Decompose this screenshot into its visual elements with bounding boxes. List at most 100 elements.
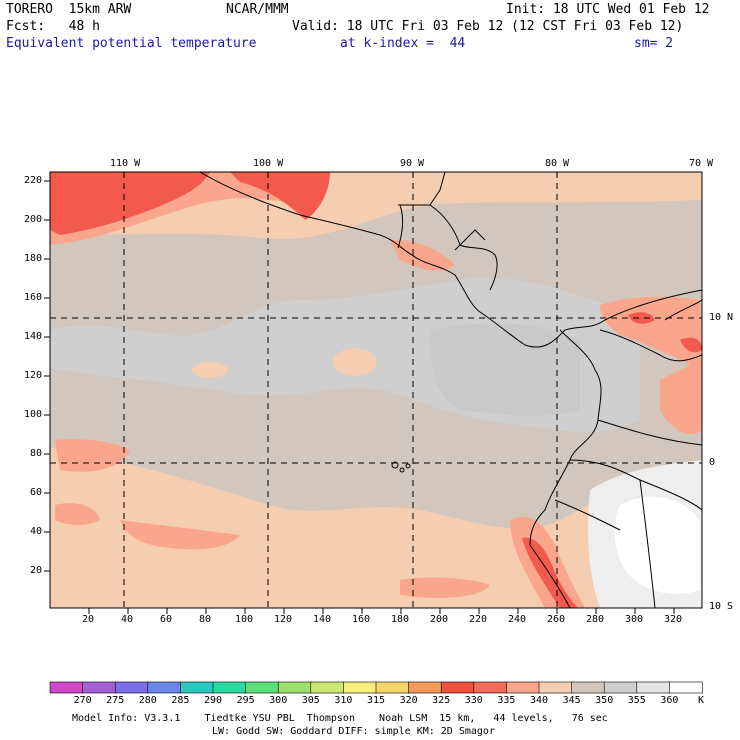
y-tick: 80 [30, 448, 43, 459]
y-tick: 200 [24, 214, 43, 225]
colorbar-label: 340 [529, 695, 549, 706]
x-tick: 220 [469, 614, 488, 625]
field-red-coast [522, 537, 578, 608]
lat-label: 10 N [709, 312, 734, 323]
colorbar-swatch [212, 681, 247, 694]
lon-label: 70 W [689, 158, 714, 169]
colorbar-swatch [245, 681, 280, 694]
colorbar-label: 320 [399, 695, 418, 706]
smoothing-label: sm= 2 [634, 36, 674, 51]
x-tick: 200 [430, 614, 449, 625]
valid-time: Valid: 18 UTC Fri 03 Feb 12 (12 CST Fri … [292, 19, 684, 34]
colorbar-swatch [49, 681, 84, 694]
colorbar-label: 275 [106, 695, 125, 706]
y-tick: 160 [24, 292, 43, 303]
field-salmon-cam [390, 240, 455, 271]
colorbar-label: 310 [334, 695, 353, 706]
field-tan-pocket [192, 362, 228, 378]
colorbar-swatch [603, 681, 638, 694]
colorbar-swatch [440, 681, 475, 694]
colorbar-label: 280 [138, 695, 157, 706]
colorbar-label: 300 [269, 695, 288, 706]
colorbar-label: 315 [366, 695, 386, 706]
model-title: TORERO 15km ARW [6, 2, 132, 17]
forecast-hour: Fcst: 48 h [6, 19, 100, 34]
x-tick: 100 [235, 614, 254, 625]
colorbar-swatch [669, 681, 703, 694]
colorbar-label: 355 [627, 695, 646, 706]
colorbar-swatch [82, 681, 116, 694]
physics-info: LW: Godd SW: Goddard DIFF: simple KM: 2D… [212, 726, 495, 737]
model-info: Model Info: V3.3.1 Tiedtke YSU PBL Thomp… [72, 713, 608, 724]
colorbar-label: 290 [203, 695, 223, 706]
field-salmon-s2 [400, 577, 490, 598]
field-salmon-s [120, 520, 240, 550]
axis-ticks [44, 180, 675, 614]
field-salmon-east [660, 360, 702, 434]
x-tick: 120 [274, 614, 293, 625]
field-red-nw2 [230, 172, 330, 220]
colorbar-swatch [114, 681, 149, 694]
x-tick: 20 [82, 614, 95, 625]
colorbar-swatch [277, 681, 312, 694]
colorbar-label: 335 [497, 695, 516, 706]
lon-label: 100 W [253, 158, 284, 169]
field-tan-pocket [333, 348, 377, 376]
x-tick: 280 [586, 614, 605, 625]
y-tick: 20 [30, 565, 43, 576]
init-time: Init: 18 UTC Wed 01 Feb 12 [506, 2, 710, 17]
colorbar-swatch [310, 681, 345, 694]
x-tick: 180 [391, 614, 410, 625]
colorbar-swatch [408, 681, 443, 694]
colorbar-label: 360 [660, 695, 679, 706]
x-tick: 240 [508, 614, 527, 625]
x-tick: 40 [121, 614, 134, 625]
lat-label: 0 [709, 457, 716, 468]
colorbar-swatch [180, 681, 214, 694]
x-tick: 140 [313, 614, 332, 625]
x-tick: 160 [352, 614, 371, 625]
x-tick: 300 [625, 614, 644, 625]
x-tick: 60 [160, 614, 173, 625]
colorbar-swatch [538, 681, 573, 694]
graticule [50, 172, 702, 608]
x-tick: 80 [199, 614, 212, 625]
colorbar-label: 295 [236, 695, 255, 706]
field-salmon-sw [55, 439, 130, 472]
y-tick: 220 [24, 175, 43, 186]
y-tick: 120 [24, 370, 43, 381]
lon-label: 110 W [110, 158, 141, 169]
colorbar-label: 345 [562, 695, 581, 706]
colorbar-swatch [636, 681, 671, 694]
y-tick: 40 [30, 526, 43, 537]
x-tick: 320 [664, 614, 683, 625]
y-tick: 140 [24, 331, 43, 342]
colorbar-label: 325 [432, 695, 451, 706]
colorbar-unit: K [698, 695, 705, 706]
lon-label: 90 W [400, 158, 425, 169]
lat-label: 10 S [709, 601, 734, 612]
colorbar-label: 330 [464, 695, 483, 706]
y-tick: 60 [30, 487, 43, 498]
field-name: Equivalent potential temperature [6, 36, 257, 51]
colorbar-label: 350 [595, 695, 614, 706]
y-tick: 180 [24, 253, 43, 264]
center-label: NCAR/MMM [226, 2, 289, 17]
field-salmon-sw2 [55, 503, 100, 525]
field-white-andes-core [614, 496, 700, 594]
x-tick: 260 [547, 614, 566, 625]
level-label: at k-index = 44 [340, 36, 466, 51]
y-tick: 100 [24, 409, 43, 420]
colorbar [49, 681, 703, 694]
colorbar-label: 285 [171, 695, 190, 706]
coastlines [199, 172, 702, 608]
colorbar-swatch [571, 681, 605, 694]
colorbar-swatch [375, 681, 410, 694]
field-red-ne [628, 312, 655, 324]
colorbar-label: 305 [301, 695, 320, 706]
colorbar-swatch [506, 681, 540, 694]
lon-label: 80 W [545, 158, 570, 169]
colorbar-swatch [343, 681, 377, 694]
map-frame [49, 171, 703, 609]
